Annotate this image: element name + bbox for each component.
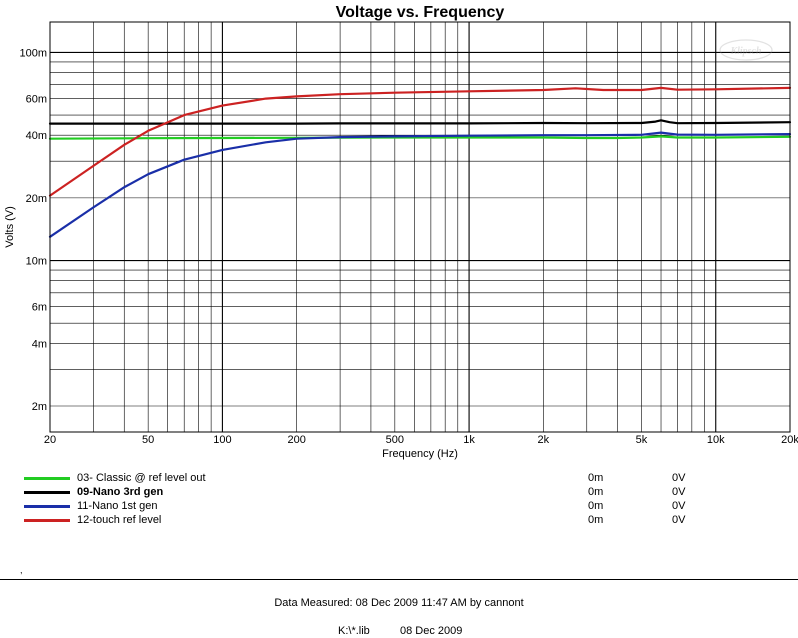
footer-divider — [0, 579, 798, 580]
y-tick-label: 4m — [32, 338, 47, 350]
legend-value-2: 0V — [672, 486, 686, 498]
y-tick-label: 10m — [26, 256, 47, 268]
minor-grid — [50, 22, 790, 432]
y-tick-label: 2m — [32, 401, 47, 413]
library-path: K:\*.lib — [338, 625, 370, 637]
series-line-4 — [48, 86, 792, 197]
legend-value-1: 0m — [588, 472, 604, 484]
chart-title: Voltage vs. Frequency — [336, 4, 505, 21]
series-line-1 — [48, 135, 792, 140]
watermark-text: Klipsch — [729, 46, 762, 57]
series-layer — [48, 86, 792, 238]
legend-swatch — [24, 477, 70, 480]
legend-swatch — [24, 505, 70, 508]
x-axis-label: Frequency (Hz) — [382, 448, 458, 460]
legend-value-1: 0m — [588, 514, 604, 526]
y-axis-ticks: 2m 4m 6m 10m 20m 40m 60m 100m — [19, 47, 47, 413]
y-tick-label: 20m — [26, 193, 47, 205]
major-grid — [50, 22, 790, 432]
y-tick-label: 100m — [19, 47, 47, 59]
x-tick-label: 100 — [213, 434, 231, 446]
legend-label: 12-touch ref level — [77, 514, 162, 526]
measurement-info: Data Measured: 08 Dec 2009 11:47 AM by c… — [274, 597, 524, 609]
y-axis-label: Volts (V) — [4, 206, 16, 248]
legend-value-2: 0V — [672, 500, 686, 512]
legend-label: 03- Classic @ ref level out — [77, 472, 206, 484]
legend-swatch — [24, 519, 70, 522]
x-tick-label: 5k — [636, 434, 648, 446]
stray-dot: , — [20, 565, 23, 575]
x-tick-label: 50 — [142, 434, 154, 446]
series-line-3 — [48, 131, 792, 238]
x-tick-label: 10k — [707, 434, 725, 446]
legend-value-2: 0V — [672, 514, 686, 526]
legend-value-1: 0m — [588, 486, 604, 498]
klipsch-logo-watermark: Klipsch — [719, 39, 773, 61]
legend-value-2: 0V — [672, 472, 686, 484]
voltage-frequency-chart: Voltage vs. Frequency 2m 4m 6m 10m 20m 40m 60m… — [4, 4, 798, 460]
x-axis-ticks: 20 50 100 200 500 1k 2k 5k 10k 20k — [44, 434, 798, 446]
x-tick-label: 1k — [463, 434, 475, 446]
legend-swatch — [24, 491, 70, 494]
plot-frame — [49, 21, 791, 433]
legend-label: 11-Nano 1st gen — [77, 500, 158, 512]
y-tick-label: 40m — [26, 130, 47, 142]
legend-value-1: 0m — [588, 500, 604, 512]
x-tick-label: 200 — [287, 434, 305, 446]
y-tick-label: 6m — [32, 302, 47, 314]
x-tick-label: 20k — [781, 434, 798, 446]
x-tick-label: 2k — [538, 434, 550, 446]
library-date: 08 Dec 2009 — [400, 625, 463, 637]
x-tick-label: 20 — [44, 434, 56, 446]
legend-label: 09-Nano 3rd gen — [77, 486, 164, 498]
x-tick-label: 500 — [386, 434, 404, 446]
y-tick-label: 60m — [26, 94, 47, 106]
series-line-2 — [48, 119, 792, 125]
